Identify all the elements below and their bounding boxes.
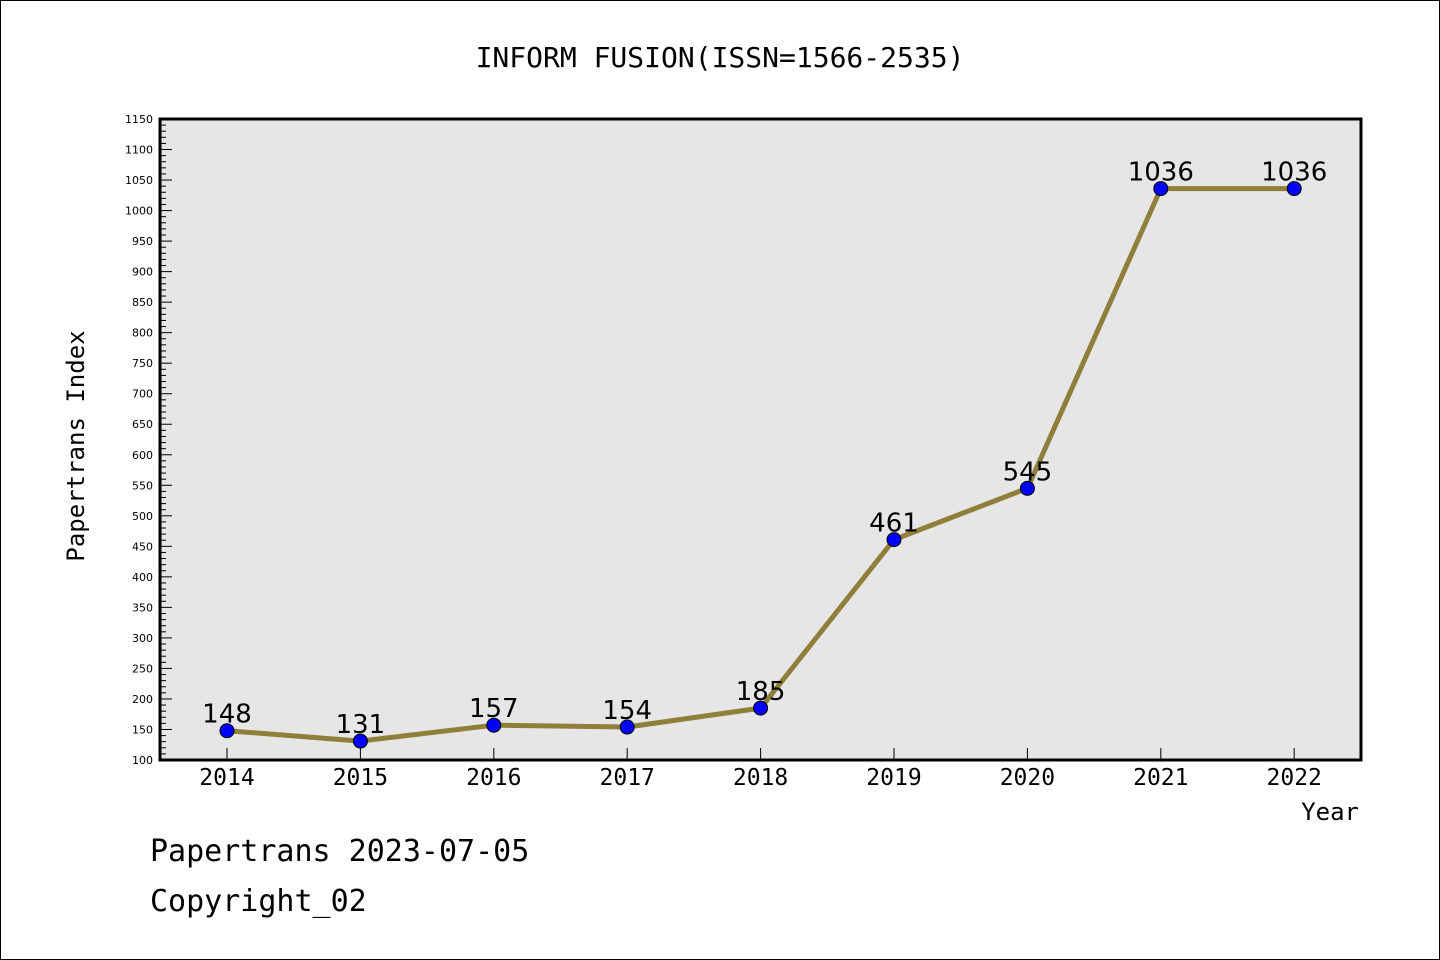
- data-point: [1019, 480, 1035, 496]
- y-tick-label: 300: [132, 632, 153, 645]
- y-tick-label: 500: [132, 510, 153, 523]
- y-tick-label: 550: [132, 479, 153, 492]
- footer-date: Papertrans 2023-07-05: [150, 834, 530, 869]
- data-label: 1036: [1128, 158, 1194, 188]
- data-label: 157: [469, 694, 519, 724]
- data-label: 148: [202, 700, 252, 730]
- data-point: [753, 700, 769, 716]
- y-tick-label: 850: [132, 296, 153, 309]
- data-labels: 148 131 157 154 185 461 545 1036 1036: [202, 158, 1327, 740]
- data-label: 545: [1003, 457, 1053, 487]
- data-point: [1153, 181, 1169, 197]
- y-tick-label: 1050: [125, 174, 153, 187]
- y-tick-label: 350: [132, 601, 153, 614]
- data-point: [352, 733, 368, 749]
- data-point: [1286, 181, 1302, 197]
- data-label: 1036: [1261, 158, 1327, 188]
- y-tick-label: 700: [132, 388, 153, 401]
- x-axis-label: Year: [1301, 798, 1359, 826]
- y-tick-label: 800: [132, 327, 153, 340]
- y-tick-label: 900: [132, 266, 153, 279]
- x-tick-label: 2021: [1133, 765, 1188, 791]
- y-tick-label: 400: [132, 571, 153, 584]
- y-tick-label: 1150: [125, 113, 153, 126]
- y-tick-label: 450: [132, 540, 153, 553]
- data-point: [619, 719, 635, 735]
- y-tick-label: 750: [132, 357, 153, 370]
- data-point: [486, 717, 502, 733]
- data-label: 185: [736, 677, 786, 707]
- series-markers: [219, 181, 1302, 749]
- y-tick-label: 1000: [125, 205, 153, 218]
- data-label: 131: [336, 710, 386, 740]
- x-tick-label: 2017: [600, 765, 655, 791]
- data-point: [886, 532, 902, 548]
- y-tick-label: 650: [132, 418, 153, 431]
- y-tick-label: 1100: [125, 144, 153, 157]
- x-tick-label: 2022: [1267, 765, 1322, 791]
- data-point: [219, 723, 235, 739]
- data-label: 154: [602, 696, 652, 726]
- x-tick-label: 2014: [199, 765, 254, 791]
- y-axis-label: Papertrans Index: [62, 330, 90, 561]
- y-tick-label: 250: [132, 662, 153, 675]
- y-tick-label: 950: [132, 235, 153, 248]
- x-tick-label: 2016: [466, 765, 521, 791]
- x-tick-label: 2018: [733, 765, 788, 791]
- y-tick-label: 100: [132, 754, 153, 767]
- x-tick-label: 2019: [866, 765, 921, 791]
- plot-area: [158, 117, 1363, 762]
- y-tick-label: 150: [132, 723, 153, 736]
- y-axis: 100 150 200 250 300 350 400 450 500 550 600 650 700 7…: [125, 113, 172, 767]
- y-tick-label: 200: [132, 693, 153, 706]
- chart-title: INFORM FUSION(ISSN=1566-2535): [476, 41, 965, 74]
- x-tick-label: 2020: [1000, 765, 1055, 791]
- y-tick-label: 600: [132, 449, 153, 462]
- x-tick-label: 2015: [333, 765, 388, 791]
- x-axis: 2014 2015 2016 2017 2018 2019 2020 2021 2022: [199, 748, 1322, 791]
- data-label: 461: [869, 509, 919, 539]
- footer-copyright: Copyright_02: [150, 884, 367, 919]
